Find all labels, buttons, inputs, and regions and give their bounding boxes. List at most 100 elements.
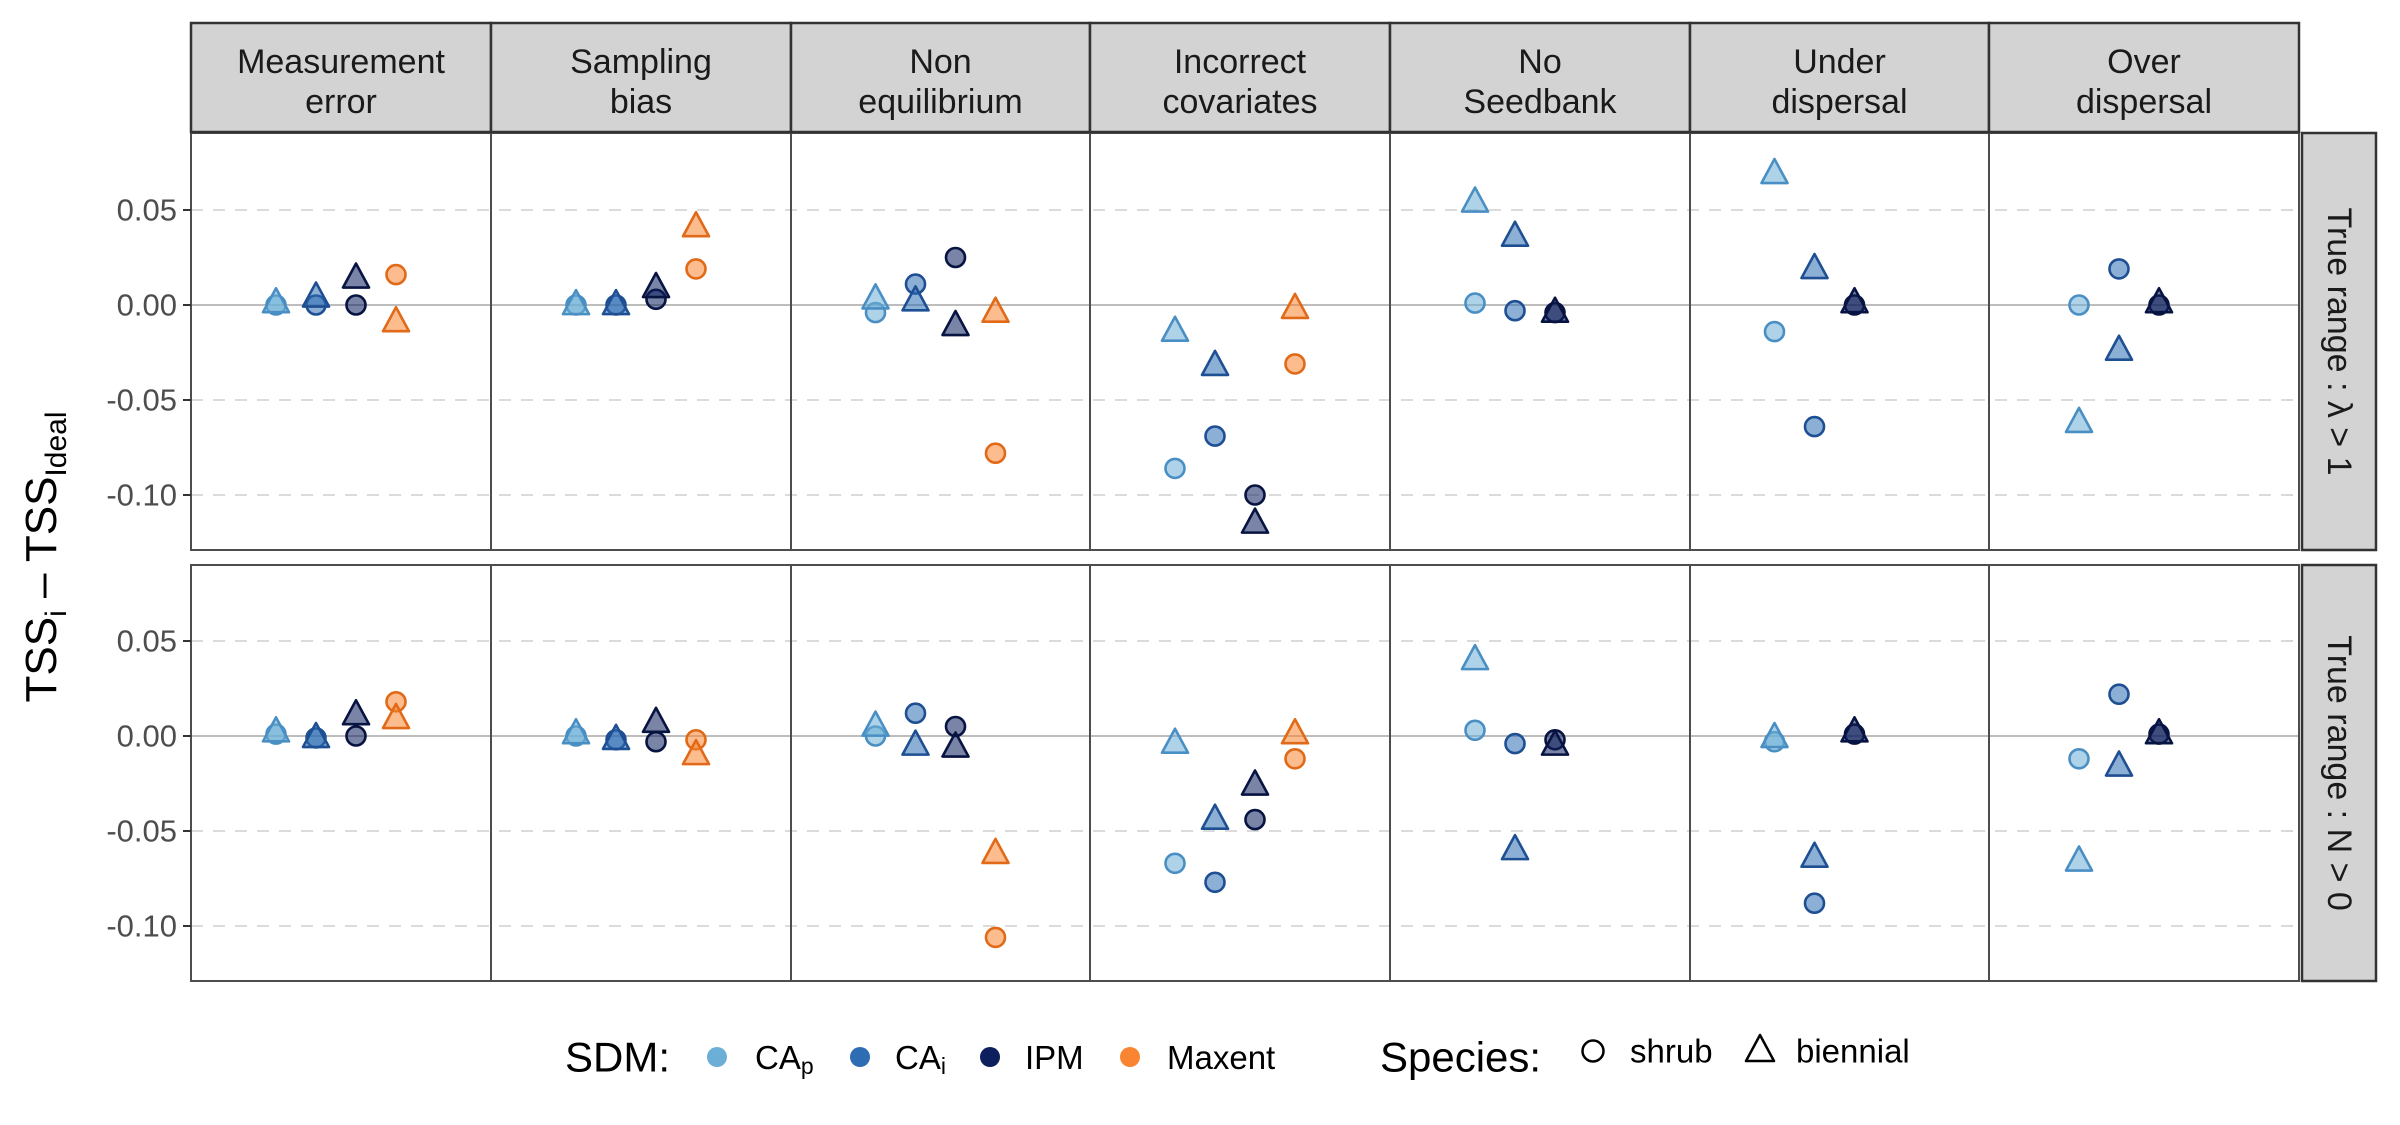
- point-cai-shrub: [1504, 299, 1526, 322]
- y-tick-label: 0.05: [117, 624, 177, 659]
- panel-background: [191, 565, 491, 981]
- panel-background: [1090, 565, 1390, 981]
- y-axis-title-sub: i: [40, 610, 73, 617]
- point-ipm-biennial: [941, 731, 970, 758]
- y-tick-label: -0.10: [106, 478, 177, 513]
- point-maxent-shrub: [984, 926, 1007, 949]
- point-cai-biennial: [2104, 750, 2134, 777]
- y-tick-label: -0.05: [106, 814, 177, 849]
- point-cai-biennial: [1500, 220, 1530, 248]
- point-ipm-shrub: [1244, 808, 1266, 831]
- point-cai-shrub: [1803, 892, 1826, 915]
- panel-strip-label: Over: [2107, 43, 2181, 81]
- panel-background: [791, 565, 1090, 981]
- point-ipm-biennial: [1840, 716, 1869, 743]
- point-cai-shrub: [2108, 258, 2130, 280]
- legend-label-ipm: IPM: [1025, 1039, 1084, 1076]
- panel-strip-label: Measurement: [237, 43, 445, 81]
- point-cap-biennial: [861, 283, 890, 310]
- point-ipm-shrub: [944, 246, 967, 269]
- sdm-legend-title: SDM:: [565, 1034, 670, 1081]
- point-cap-biennial: [561, 288, 591, 316]
- legend-swatch-ipm: [980, 1047, 1000, 1067]
- panel-strip: [1388, 21, 1692, 134]
- point-maxent-biennial: [981, 296, 1010, 324]
- legend-label-base: CA: [895, 1039, 941, 1076]
- panel-background: [491, 565, 791, 981]
- point-maxent-biennial: [1280, 717, 1310, 745]
- legend-label-base: Maxent: [1167, 1039, 1275, 1076]
- panel-strip-label: Under: [1793, 43, 1886, 81]
- point-cai-shrub: [1504, 732, 1526, 755]
- y-tick-label: 0.00: [117, 288, 177, 323]
- point-ipm-shrub: [345, 725, 367, 747]
- point-ipm-biennial: [1240, 769, 1270, 796]
- points-layer: [261, 157, 2174, 949]
- legend-shape-biennial: [1744, 1033, 1776, 1063]
- species-legend-title: Species:: [1380, 1034, 1541, 1081]
- legend-label-base: IPM: [1025, 1039, 1084, 1076]
- panel-strip-label: No: [1518, 43, 1561, 81]
- panel-strip-label: dispersal: [2076, 83, 2212, 121]
- panel-background: [1690, 133, 1989, 550]
- point-maxent-shrub: [984, 442, 1007, 465]
- point-cai-biennial: [601, 723, 631, 751]
- panel-background: [191, 133, 491, 550]
- point-cap-biennial: [1760, 721, 1789, 749]
- panel-background: [1690, 565, 1989, 981]
- legend-label-sub: i: [941, 1053, 946, 1079]
- point-cap-shrub: [1164, 457, 1186, 480]
- panel-strip: [1688, 21, 1991, 134]
- point-cap-biennial: [261, 716, 291, 743]
- point-cai-biennial: [301, 281, 331, 308]
- point-cap-biennial: [2064, 845, 2094, 872]
- point-ipm-biennial: [1540, 296, 1570, 324]
- point-ipm-biennial: [1540, 729, 1570, 756]
- point-cai-shrub: [904, 702, 927, 725]
- point-cai-biennial: [601, 288, 631, 316]
- panel-background: [1989, 133, 2299, 550]
- legend-label-base: CA: [755, 1039, 801, 1076]
- row-strip-label: True range : λ > 1: [2320, 207, 2358, 475]
- row-strip: [2300, 563, 2378, 983]
- point-cap-biennial: [261, 286, 291, 314]
- legend-label-biennial: biennial: [1796, 1033, 1910, 1070]
- point-ipm-shrub: [345, 294, 367, 316]
- point-maxent-biennial: [681, 210, 711, 238]
- panel-background: [791, 133, 1090, 550]
- panel-background: [1390, 565, 1690, 981]
- panel-border: [1988, 564, 2300, 982]
- point-ipm-biennial: [341, 698, 371, 726]
- row-strip-label: True range : N > 0: [2320, 635, 2358, 911]
- point-cai-biennial: [1200, 349, 1230, 377]
- point-maxent-biennial: [681, 738, 711, 766]
- panel-background: [1090, 133, 1390, 550]
- point-ipm-biennial: [1840, 286, 1869, 314]
- legend-swatch-maxent: [1120, 1047, 1140, 1067]
- point-ipm-biennial: [2144, 286, 2174, 314]
- panel-strip-label: Sampling: [570, 43, 712, 81]
- point-cap-shrub: [1763, 320, 1786, 343]
- y-tick-label: -0.10: [106, 909, 177, 944]
- point-cap-shrub: [2068, 294, 2090, 316]
- point-ipm-biennial: [941, 309, 970, 337]
- point-ipm-biennial: [641, 706, 671, 734]
- point-cai-biennial: [901, 285, 930, 312]
- panel-strip-label: Non: [909, 43, 971, 81]
- point-cap-biennial: [1760, 157, 1789, 185]
- y-tick-label: -0.05: [106, 383, 177, 418]
- point-ipm-biennial: [341, 262, 371, 289]
- point-maxent-shrub: [685, 258, 707, 280]
- panel-layer: [190, 132, 2300, 982]
- panel-strip: [1987, 21, 2301, 134]
- y-axis-title: TSSi – TSSIdeal: [17, 411, 73, 702]
- point-maxent-biennial: [1280, 292, 1310, 320]
- legend-swatch-cai: [850, 1047, 870, 1067]
- legend-swatch-cap: [707, 1047, 727, 1067]
- y-axis-title-mid: – TSS: [17, 477, 66, 611]
- point-cai-biennial: [1500, 833, 1530, 861]
- point-ipm-biennial: [2144, 717, 2174, 745]
- panel-strip-label: covariates: [1163, 83, 1318, 121]
